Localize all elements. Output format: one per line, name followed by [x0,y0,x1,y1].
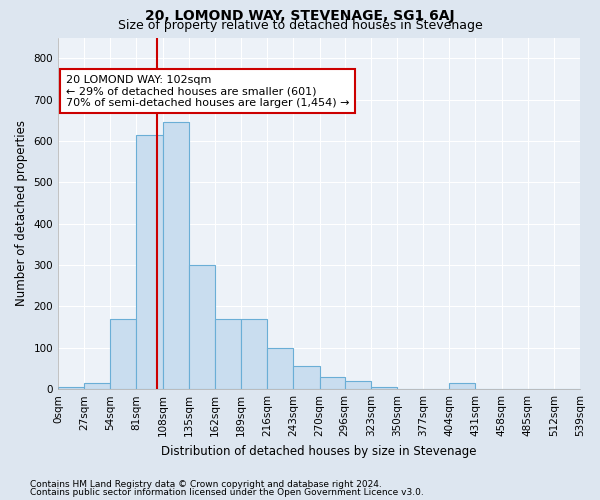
Bar [267,348,293,389]
Text: 20, LOMOND WAY, STEVENAGE, SG1 6AJ: 20, LOMOND WAY, STEVENAGE, SG1 6AJ [145,9,455,23]
Bar [449,383,475,389]
Bar [293,366,320,389]
Bar [371,387,397,389]
Text: Contains HM Land Registry data © Crown copyright and database right 2024.: Contains HM Land Registry data © Crown c… [30,480,382,489]
Bar [215,319,241,389]
X-axis label: Distribution of detached houses by size in Stevenage: Distribution of detached houses by size … [161,444,477,458]
Bar [320,377,344,389]
Text: Contains public sector information licensed under the Open Government Licence v3: Contains public sector information licen… [30,488,424,497]
Bar [84,383,110,389]
Bar [163,122,189,389]
Bar [241,319,267,389]
Y-axis label: Number of detached properties: Number of detached properties [15,120,28,306]
Bar [110,319,136,389]
Bar [344,381,371,389]
Text: Size of property relative to detached houses in Stevenage: Size of property relative to detached ho… [118,19,482,32]
Bar [136,134,163,389]
Bar [58,387,84,389]
Bar [189,265,215,389]
Text: 20 LOMOND WAY: 102sqm
← 29% of detached houses are smaller (601)
70% of semi-det: 20 LOMOND WAY: 102sqm ← 29% of detached … [66,74,349,108]
